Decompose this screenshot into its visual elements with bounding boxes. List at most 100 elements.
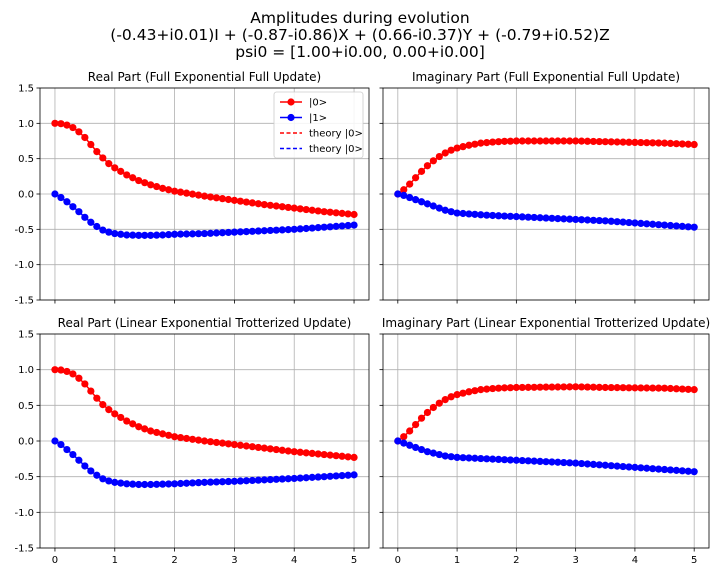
data-point <box>560 458 568 467</box>
data-point <box>643 384 651 392</box>
x-tick-label: 1 <box>112 555 118 566</box>
data-point <box>242 227 250 236</box>
legend-label: theory |0> <box>309 144 363 155</box>
series-state1 <box>394 190 698 231</box>
data-point <box>524 383 532 391</box>
data-point <box>135 231 143 239</box>
data-point <box>459 389 467 397</box>
data-point <box>159 480 167 488</box>
data-point <box>417 167 426 175</box>
data-point <box>423 408 432 417</box>
data-point <box>536 137 544 145</box>
data-point <box>643 464 651 472</box>
data-point <box>230 228 239 236</box>
data-point <box>678 385 686 393</box>
data-point <box>147 231 155 239</box>
data-point <box>302 224 310 233</box>
data-point <box>129 420 137 428</box>
data-point <box>548 383 556 391</box>
data-point <box>344 471 352 479</box>
data-point <box>350 471 358 479</box>
data-point <box>453 209 461 217</box>
data-point <box>613 462 621 470</box>
data-point <box>236 477 244 485</box>
data-point <box>129 174 137 182</box>
data-point <box>435 450 443 459</box>
data-point <box>338 222 346 230</box>
y-tick-label: 0.5 <box>18 154 34 165</box>
data-point <box>625 218 633 227</box>
data-point <box>518 213 526 221</box>
data-point <box>512 137 520 145</box>
data-point <box>506 456 515 464</box>
y-tick-label: 1.0 <box>18 119 34 130</box>
data-point <box>87 218 95 226</box>
data-point <box>248 199 256 207</box>
data-point <box>394 190 402 198</box>
data-point <box>435 399 443 407</box>
data-point <box>75 208 83 216</box>
data-point <box>666 139 675 147</box>
subplot-1: Real Part (Full Exponential Full Update)… <box>14 70 370 307</box>
data-point <box>200 478 209 486</box>
data-point <box>601 383 609 392</box>
data-point <box>471 140 479 148</box>
data-point <box>314 224 322 232</box>
data-point <box>117 413 125 422</box>
data-point <box>99 475 107 483</box>
data-point <box>471 454 479 462</box>
data-point <box>666 384 675 393</box>
x-tick-label: 0 <box>52 555 58 566</box>
data-point <box>314 450 322 458</box>
data-point <box>308 449 316 458</box>
data-point <box>589 137 598 146</box>
data-point <box>266 226 274 235</box>
data-point <box>308 206 316 214</box>
data-point <box>338 472 346 480</box>
data-point <box>595 461 603 469</box>
data-point <box>554 137 562 145</box>
data-point <box>435 204 443 212</box>
data-point <box>506 384 515 392</box>
data-point <box>583 216 592 224</box>
data-point <box>284 447 292 455</box>
data-point <box>406 180 414 188</box>
data-point <box>278 475 286 483</box>
data-point <box>649 139 657 147</box>
data-point <box>412 174 420 182</box>
data-point <box>518 137 526 145</box>
legend-marker <box>287 113 295 122</box>
data-point <box>224 195 233 204</box>
data-point <box>87 140 95 149</box>
data-point <box>601 461 609 469</box>
data-point <box>619 462 627 471</box>
data-point <box>631 463 639 471</box>
data-point <box>141 480 149 489</box>
data-point <box>666 221 675 230</box>
data-point <box>577 459 586 468</box>
data-point <box>200 437 209 445</box>
data-point <box>429 202 437 210</box>
data-point <box>660 465 669 474</box>
data-point <box>206 229 215 237</box>
data-point <box>93 471 101 479</box>
data-point <box>63 367 71 376</box>
data-point <box>530 383 538 391</box>
data-point <box>248 476 256 485</box>
x-tick-label: 4 <box>291 555 297 566</box>
data-point <box>170 230 179 238</box>
data-point <box>135 480 143 489</box>
data-point <box>284 226 292 234</box>
data-point <box>153 480 161 488</box>
legend-label: theory |0> <box>309 129 363 140</box>
data-point <box>471 210 479 218</box>
data-point <box>230 477 239 485</box>
data-point <box>500 384 509 392</box>
axes-frame <box>382 87 710 301</box>
data-point <box>254 443 262 452</box>
data-point <box>566 383 574 391</box>
data-point <box>99 154 107 162</box>
data-point <box>69 450 77 459</box>
data-point <box>93 394 101 402</box>
data-point <box>613 218 621 226</box>
